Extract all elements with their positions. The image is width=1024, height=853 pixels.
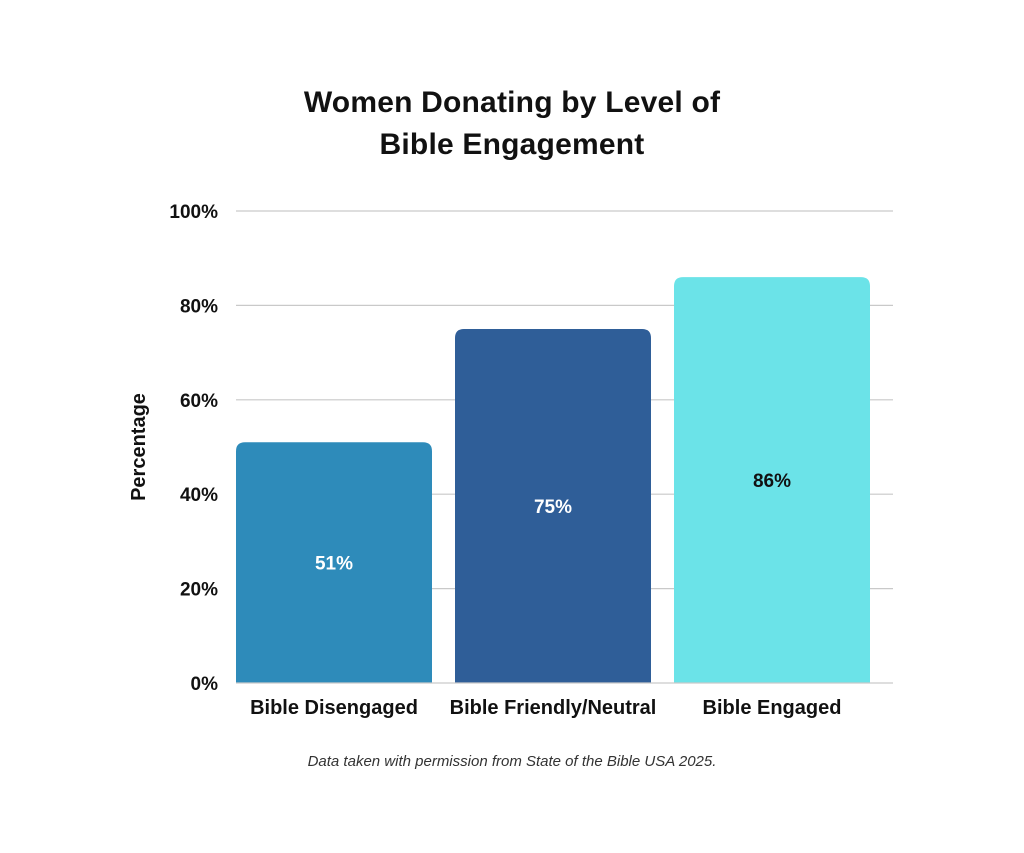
y-axis-label: Percentage	[128, 393, 150, 501]
x-tick-label: Bible Disengaged	[250, 697, 418, 719]
x-tick-label: Bible Engaged	[703, 697, 842, 719]
chart-title-line-2: Bible Engagement	[379, 128, 645, 161]
bar-bible-engaged	[674, 277, 870, 683]
source-footnote: Data taken with permission from State of…	[307, 753, 717, 770]
x-tick-label: Bible Friendly/Neutral	[450, 697, 657, 719]
y-tick-label: 0%	[191, 674, 219, 695]
bars	[236, 277, 870, 683]
y-tick-label: 100%	[169, 202, 218, 223]
data-label: 86%	[753, 471, 791, 492]
data-label: 51%	[315, 554, 353, 575]
y-tick-label: 20%	[180, 580, 218, 601]
y-tick-label: 80%	[180, 296, 218, 317]
data-label: 75%	[534, 497, 572, 518]
data-labels: 51% 75% 86%	[315, 471, 791, 575]
bar-bible-disengaged	[236, 442, 432, 683]
y-tick-label: 60%	[180, 391, 218, 412]
x-axis-ticks: Bible Disengaged Bible Friendly/Neutral Bi…	[250, 697, 841, 719]
y-tick-label: 40%	[180, 485, 218, 506]
y-axis-ticks: 0% 20% 40% 60% 80% 100%	[169, 202, 218, 695]
bar-bible-friendly-neutral	[455, 329, 651, 683]
chart-title-line-1: Women Donating by Level of	[303, 86, 721, 119]
